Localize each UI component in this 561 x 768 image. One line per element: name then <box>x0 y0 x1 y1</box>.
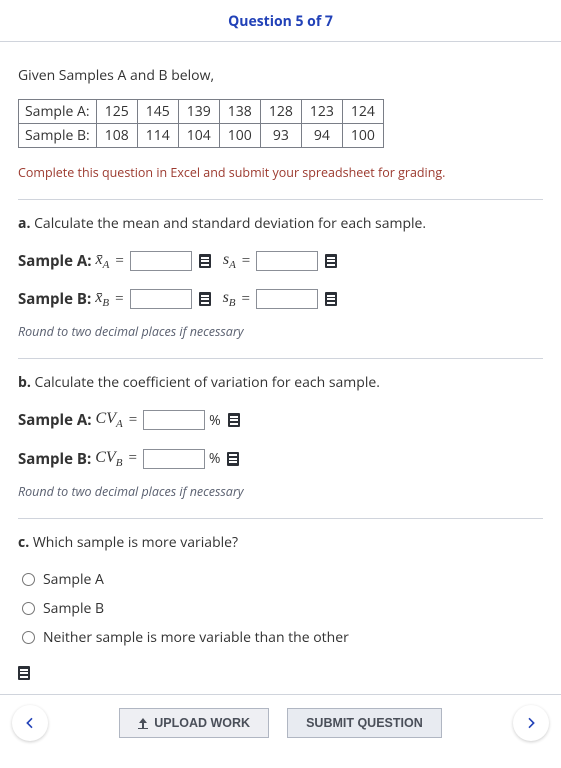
option-label: Sample B <box>43 599 104 618</box>
calculator-icon[interactable] <box>199 254 211 268</box>
prev-button[interactable] <box>12 705 48 741</box>
radio-option-a[interactable]: Sample A <box>22 570 543 589</box>
cv-a-input[interactable] <box>143 410 205 430</box>
calculator-icon[interactable] <box>228 413 240 427</box>
equals: = <box>115 253 123 270</box>
equals: = <box>115 291 123 308</box>
cell: 114 <box>137 124 178 148</box>
arrow-right-icon <box>523 715 539 731</box>
excel-instruction: Complete this question in Excel and subm… <box>18 164 543 181</box>
submit-label: SUBMIT QUESTION <box>306 716 423 730</box>
divider <box>18 199 543 200</box>
cell: 139 <box>178 100 219 124</box>
upload-work-button[interactable]: UPLOAD WORK <box>119 708 269 738</box>
cell: 93 <box>260 124 301 148</box>
cell: 145 <box>137 100 178 124</box>
cell: 108 <box>96 124 137 148</box>
equals: = <box>242 291 250 308</box>
cv-a-symbol: CVA <box>96 410 123 430</box>
option-label: Neither sample is more variable than the… <box>43 628 349 647</box>
percent-label: % <box>209 449 221 468</box>
xbar-b-input[interactable] <box>130 289 192 309</box>
option-label: Sample A <box>43 570 104 589</box>
cell: 128 <box>260 100 301 124</box>
percent-label: % <box>209 411 221 430</box>
arrow-left-icon <box>22 715 38 731</box>
footer-bar: UPLOAD WORK SUBMIT QUESTION <box>0 694 561 751</box>
cell: 125 <box>96 100 137 124</box>
next-button[interactable] <box>513 705 549 741</box>
part-a-sample-a: Sample A: x̄A = sA = <box>18 251 543 271</box>
upload-icon <box>138 718 148 728</box>
s-b-input[interactable] <box>256 289 318 309</box>
sample-b-lead: Sample B: <box>18 289 91 309</box>
sample-a-lead: Sample A: <box>18 410 92 430</box>
s-a-input[interactable] <box>256 251 318 271</box>
sample-b-lead: Sample B: <box>18 449 91 469</box>
cv-b-symbol: CVB <box>95 449 122 469</box>
radio-neither[interactable] <box>22 631 35 644</box>
table-row: Sample B: 108 114 104 100 93 94 100 <box>19 124 384 148</box>
part-c-label: c. Which sample is more variable? <box>18 533 543 552</box>
footer-center: UPLOAD WORK SUBMIT QUESTION <box>119 708 442 738</box>
calculator-icon[interactable] <box>227 452 239 466</box>
cell: 124 <box>342 100 383 124</box>
submit-question-button[interactable]: SUBMIT QUESTION <box>287 708 442 738</box>
part-a-sample-b: Sample B: x̄B = sB = <box>18 289 543 309</box>
samples-table: Sample A: 125 145 139 138 128 123 124 Sa… <box>18 99 384 148</box>
calculator-icon[interactable] <box>325 292 337 306</box>
cv-b-input[interactable] <box>143 449 205 469</box>
radio-sample-a[interactable] <box>22 573 35 586</box>
row-label: Sample A: <box>19 100 97 124</box>
question-body: Given Samples A and B below, Sample A: 1… <box>0 42 561 680</box>
part-b-label: b. Calculate the coefficient of variatio… <box>18 373 543 392</box>
xbar-a-input[interactable] <box>130 251 192 271</box>
cell: 100 <box>219 124 260 148</box>
sample-a-lead: Sample A: <box>18 251 92 271</box>
cell: 94 <box>301 124 342 148</box>
calculator-icon[interactable] <box>325 254 337 268</box>
divider <box>18 518 543 519</box>
equals: = <box>242 253 250 270</box>
question-title: Question 5 of 7 <box>228 12 333 31</box>
upload-label: UPLOAD WORK <box>154 716 250 730</box>
xbar-b-symbol: x̄B <box>95 289 109 309</box>
s-a-symbol: sA <box>223 251 236 271</box>
round-note-a: Round to two decimal places if necessary <box>18 323 543 340</box>
s-b-symbol: sB <box>223 289 236 309</box>
table-row: Sample A: 125 145 139 138 128 123 124 <box>19 100 384 124</box>
intro-text: Given Samples A and B below, <box>18 66 543 85</box>
equals: = <box>129 412 137 429</box>
calculator-icon[interactable] <box>18 666 30 680</box>
part-a-label: a. Calculate the mean and standard devia… <box>18 214 543 233</box>
equals: = <box>128 450 136 467</box>
calculator-icon[interactable] <box>199 292 211 306</box>
cell: 138 <box>219 100 260 124</box>
round-note-b: Round to two decimal places if necessary <box>18 483 543 500</box>
radio-option-neither[interactable]: Neither sample is more variable than the… <box>22 628 543 647</box>
part-b-sample-a: Sample A: CVA = % <box>18 410 543 430</box>
cell: 104 <box>178 124 219 148</box>
part-b-sample-b: Sample B: CVB = % <box>18 449 543 469</box>
divider <box>18 358 543 359</box>
cell: 123 <box>301 100 342 124</box>
row-label: Sample B: <box>19 124 97 148</box>
cell: 100 <box>342 124 383 148</box>
radio-option-b[interactable]: Sample B <box>22 599 543 618</box>
xbar-a-symbol: x̄A <box>96 251 110 271</box>
radio-sample-b[interactable] <box>22 602 35 615</box>
question-header: Question 5 of 7 <box>0 0 561 42</box>
